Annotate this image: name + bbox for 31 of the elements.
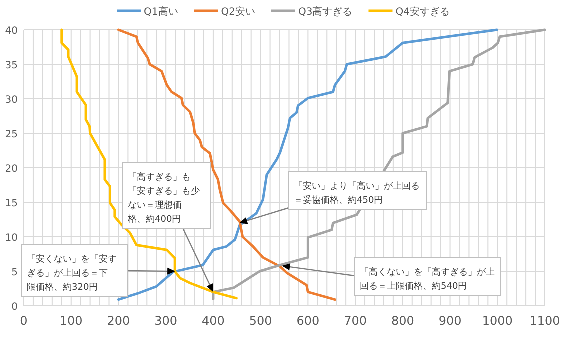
x-tick-label: 400 [202,314,225,328]
y-tick-label: 35 [5,60,18,72]
x-tick-label: 300 [154,314,178,328]
line-series [117,28,498,302]
y-tick-label: 20 [5,164,18,175]
x-tick-label: 900 [438,314,462,328]
annotation: 「安くない」を「安すぎる」が上回る＝下限価格、約320円 [27,254,117,293]
legend-label: Q2安い [221,6,256,18]
x-tick-label: 1000 [482,314,513,328]
y-tick-label: 10 [5,233,18,244]
legend-label: Q1高い [144,6,178,18]
x-tick-label: 700 [344,314,367,328]
x-tick-label: 0 [20,314,28,328]
x-tick-label: 500 [249,314,272,328]
y-tick-label: 40 [5,26,18,37]
y-tick-label: 25 [5,130,18,140]
annotation: 「高すぎる」も「安すぎる」も少ない＝理想価格、約400円 [127,172,200,225]
legend-label: Q4安すぎる [396,6,450,18]
y-tick-label: 0 [12,302,18,313]
x-tick-label: 1100 [530,314,560,328]
y-tick-label: 30 [5,95,18,106]
x-tick-label: 800 [391,314,414,328]
x-tick-label: 600 [296,314,320,328]
line-series [117,28,336,302]
x-tick-label: 100 [60,314,83,328]
x-tick-label: 200 [107,314,130,328]
annotation: 「安い」より「高い」が上回る＝妥協価格、約450円 [294,181,420,206]
legend-label: Q3高すぎる [298,6,353,18]
y-tick-label: 15 [5,198,18,210]
y-tick-label: 5 [12,268,18,278]
annotation: 「高くない」を「高すぎる」が上回る＝上限価格、約540円 [360,267,495,292]
